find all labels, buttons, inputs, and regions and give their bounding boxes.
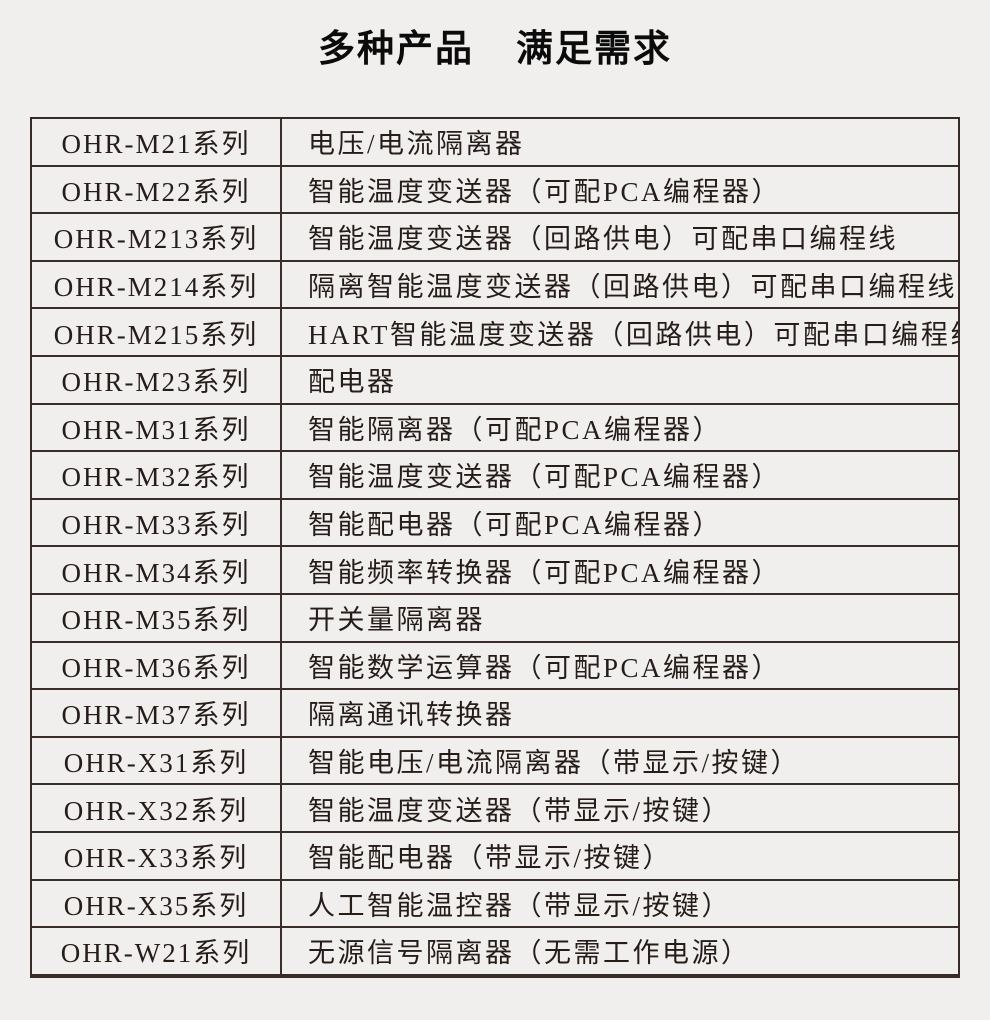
description-cell: 智能隔离器（可配PCA编程器） [308, 414, 723, 445]
series-cell: OHR-M32系列 [32, 452, 282, 498]
table-row: OHR-M36系列 智能数学运算器（可配PCA编程器） [32, 640, 958, 689]
series-cell: OHR-X31系列 [32, 737, 282, 784]
description-cell: 智能频率转换器（可配PCA编程器） [308, 557, 782, 588]
series-cell: OHR-M36系列 [32, 642, 282, 689]
table-row: OHR-M34系列 智能频率转换器（可配PCA编程器） [32, 545, 958, 593]
series-cell: OHR-M213系列 [32, 214, 282, 260]
description-cell: 隔离通讯转换器 [308, 700, 515, 731]
series-cell: OHR-M23系列 [32, 356, 282, 403]
table-row: OHR-M21系列 电压/电流隔离器 [32, 119, 958, 165]
description-cell: 智能温度变送器（回路供电）可配串口编程线 [308, 224, 898, 255]
table-row: OHR-M22系列 智能温度变送器（可配PCA编程器） [32, 164, 958, 213]
description-cell: 隔离智能温度变送器（回路供电）可配串口编程线 [308, 272, 957, 303]
product-table: OHR-M21系列 电压/电流隔离器 OHR-M22系列 智能温度变送器（可配P… [30, 117, 960, 978]
table-row: OHR-M33系列 智能配电器（可配PCA编程器） [32, 497, 958, 546]
table-row: OHR-M32系列 智能温度变送器（可配PCA编程器） [32, 450, 958, 498]
description-cell: 智能配电器（可配PCA编程器） [308, 510, 723, 541]
description-cell: 开关量隔离器 [308, 605, 485, 636]
page-title: 多种产品 满足需求 [0, 28, 990, 70]
table-row: OHR-M213系列 智能温度变送器（回路供电）可配串口编程线 [32, 212, 958, 260]
series-cell: OHR-M21系列 [32, 119, 282, 165]
table-row: OHR-M214系列 隔离智能温度变送器（回路供电）可配串口编程线 [32, 259, 958, 308]
description-cell: 电压/电流隔离器 [308, 129, 525, 160]
description-cell: 无源信号隔离器（无需工作电源） [308, 938, 751, 969]
series-cell: OHR-M31系列 [32, 404, 282, 451]
page-title-part2: 满足需求 [516, 27, 672, 70]
table-row: OHR-X32系列 智能温度变送器（带显示/按键） [32, 783, 958, 831]
description-cell: 智能温度变送器（带显示/按键） [308, 795, 732, 826]
series-cell: OHR-X33系列 [32, 832, 282, 879]
table-row: OHR-X33系列 智能配电器（带显示/按键） [32, 830, 958, 879]
series-cell: OHR-X32系列 [32, 785, 282, 831]
series-cell: OHR-M215系列 [32, 309, 282, 355]
table-row: OHR-X31系列 智能电压/电流隔离器（带显示/按键） [32, 735, 958, 784]
series-cell: OHR-X35系列 [32, 880, 282, 927]
series-cell: OHR-M35系列 [32, 594, 282, 641]
description-cell: HART智能温度变送器（回路供电）可配串口编程线 [308, 319, 958, 350]
series-cell: OHR-M22系列 [32, 166, 282, 213]
table-row: OHR-M215系列 HART智能温度变送器（回路供电）可配串口编程线 [32, 307, 958, 355]
series-cell: OHR-M214系列 [32, 261, 282, 308]
page-title-part1: 多种产品 [318, 27, 474, 70]
table-row: OHR-M23系列 配电器 [32, 354, 958, 403]
table-row: OHR-M35系列 开关量隔离器 [32, 592, 958, 641]
description-cell: 智能温度变送器（可配PCA编程器） [308, 462, 782, 493]
table-row: OHR-M37系列 隔离通讯转换器 [32, 688, 958, 736]
description-cell: 智能电压/电流隔离器（带显示/按键） [308, 748, 801, 779]
series-cell: OHR-M34系列 [32, 547, 282, 593]
description-cell: 智能数学运算器（可配PCA编程器） [308, 652, 782, 683]
description-cell: 智能温度变送器（可配PCA编程器） [308, 176, 782, 207]
description-cell: 智能配电器（带显示/按键） [308, 843, 673, 874]
table-row: OHR-W21系列 无源信号隔离器（无需工作电源） [32, 926, 958, 974]
series-cell: OHR-M37系列 [32, 690, 282, 736]
table-row: OHR-X35系列 人工智能温控器（带显示/按键） [32, 878, 958, 927]
series-cell: OHR-W21系列 [32, 928, 282, 974]
table-row: OHR-M31系列 智能隔离器（可配PCA编程器） [32, 402, 958, 451]
series-cell: OHR-M33系列 [32, 499, 282, 546]
description-cell: 人工智能温控器（带显示/按键） [308, 890, 732, 921]
description-cell: 配电器 [308, 367, 397, 398]
